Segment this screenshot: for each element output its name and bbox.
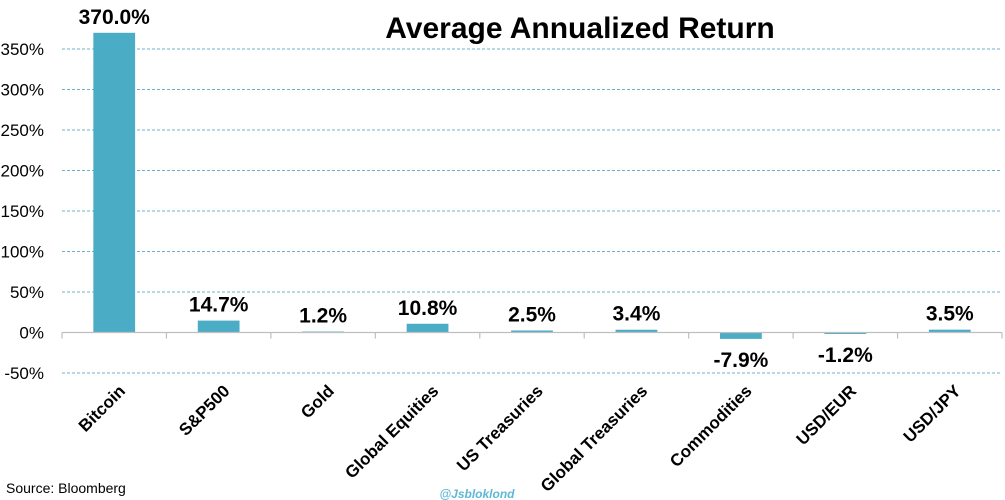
watermark: @Jsbloklond xyxy=(439,487,515,500)
data-label: 1.2% xyxy=(299,305,347,328)
bar xyxy=(197,320,240,333)
y-tick-label: 200% xyxy=(1,162,44,181)
bar xyxy=(824,332,867,334)
y-tick-label: 100% xyxy=(1,243,44,262)
y-tick-label: 250% xyxy=(1,121,44,140)
data-label: -1.2% xyxy=(818,344,873,367)
y-tick-label: 0% xyxy=(19,324,44,343)
x-tick-label: Commodities xyxy=(666,381,756,471)
bar xyxy=(720,332,762,339)
x-tick-label: Global Equities xyxy=(341,381,442,482)
data-label: 14.7% xyxy=(189,294,249,317)
y-tick-label: -50% xyxy=(4,364,44,383)
bar xyxy=(615,329,658,333)
y-tick-label: 300% xyxy=(1,81,44,100)
data-label: 10.8% xyxy=(398,297,458,320)
x-tick-label: Global Treasuries xyxy=(537,381,651,495)
gridlines xyxy=(62,48,1002,374)
bar xyxy=(406,323,449,333)
y-tick-label: 350% xyxy=(1,40,44,59)
bar xyxy=(928,329,971,333)
x-tick-label: USD/JPY xyxy=(900,381,965,446)
source-note: Source: Bloomberg xyxy=(6,480,126,496)
y-tick-label: 50% xyxy=(10,283,44,302)
x-tick-label: Gold xyxy=(297,381,338,422)
x-tick-label: Bitcoin xyxy=(75,381,129,435)
x-tick-label: US Treasuries xyxy=(453,381,547,475)
x-tick-label: USD/EUR xyxy=(793,381,861,449)
data-label: 370.0% xyxy=(79,6,151,29)
data-label: -7.9% xyxy=(713,349,768,372)
y-axis-ticks: -50% 0% 50% 100% 150% 200% 250% 300% 350% xyxy=(1,40,44,383)
bars xyxy=(93,32,971,339)
x-tick-label: S&P500 xyxy=(175,381,233,439)
data-label: 3.4% xyxy=(613,303,661,326)
data-labels: 370.0% 14.7% 1.2% 10.8% 2.5% 3.4% -7.9% -1.2% 3.… xyxy=(79,6,974,372)
bar xyxy=(511,330,553,333)
chart-title: Average Annualized Return xyxy=(385,12,775,45)
y-tick-label: 150% xyxy=(1,202,44,221)
bar xyxy=(93,32,136,333)
data-label: 3.5% xyxy=(926,303,974,326)
data-label: 2.5% xyxy=(508,303,556,326)
